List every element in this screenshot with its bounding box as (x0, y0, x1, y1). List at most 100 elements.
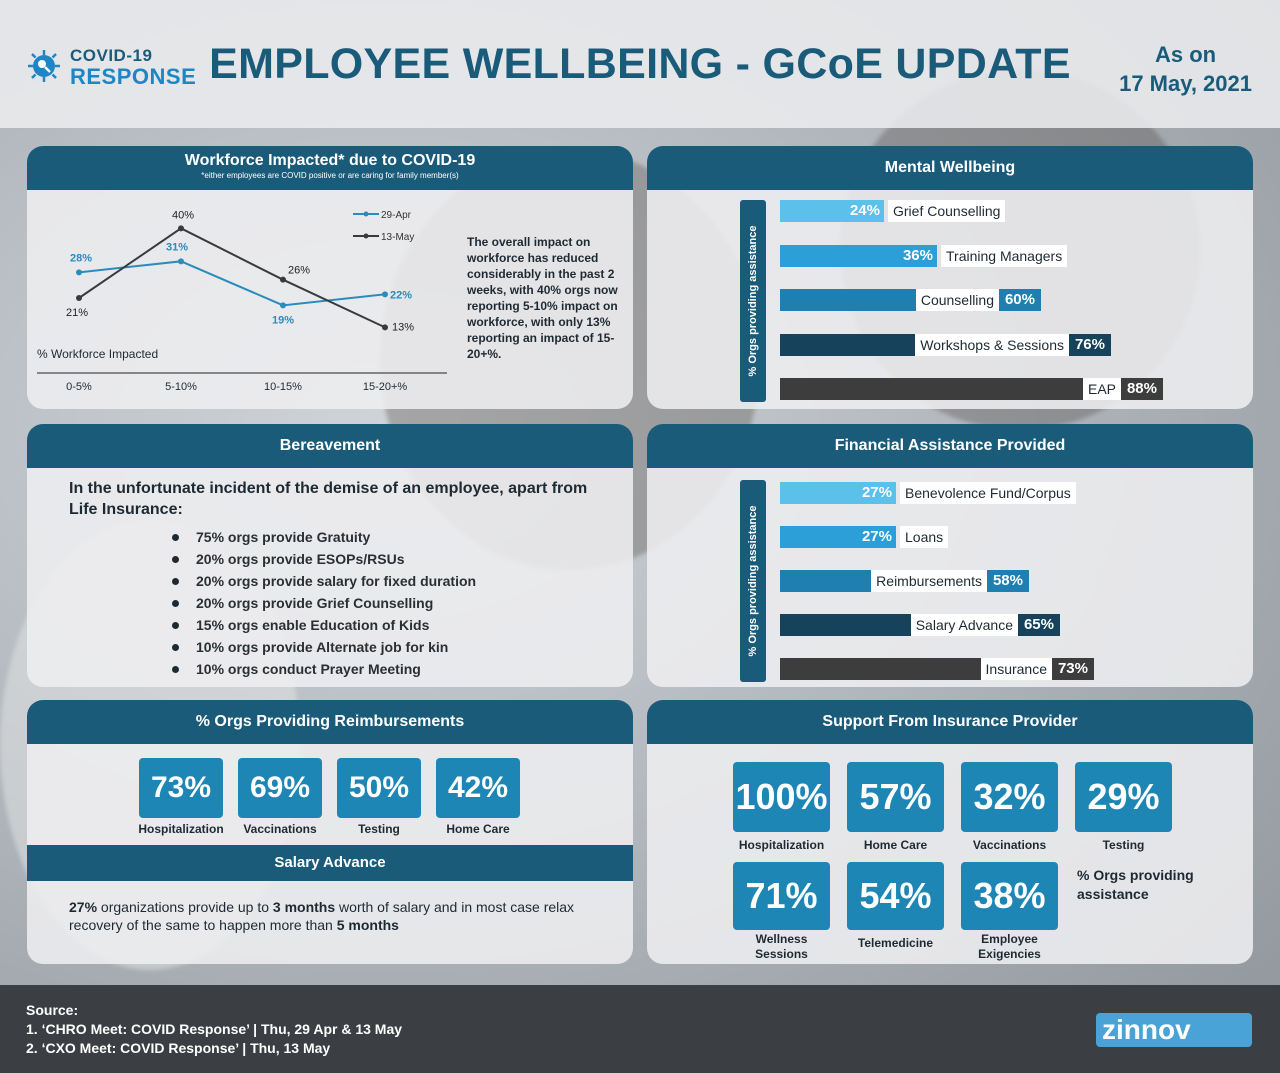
data-label: 26% (288, 265, 310, 277)
tile-caption: Hospitalization (138, 822, 224, 836)
bar: Workshops & Sessions 76% (780, 333, 1111, 356)
reimbursement-tile: 42% (436, 758, 520, 818)
source-title: Source: (26, 1002, 79, 1018)
x-tick-label: 0-5% (66, 381, 92, 393)
x-tick-label: 5-10% (165, 381, 197, 393)
card-header: Workforce Impacted* due to COVID-19 *eit… (27, 146, 633, 190)
mental-wellbeing-card: Mental Wellbeing % Orgs providing assist… (647, 146, 1253, 409)
tile-caption: Vaccinations (243, 822, 317, 836)
tile-caption: Telemedicine (857, 936, 934, 950)
list-item: 20% orgs provide ESOPs/RSUs (172, 548, 476, 570)
bar: EAP 88% (780, 378, 1163, 400)
source-item: 1. ‘CHRO Meet: COVID Response’ | Thu, 29… (26, 1021, 403, 1037)
list-item: 10% orgs provide Alternate job for kin (172, 636, 476, 658)
data-point (382, 291, 388, 298)
bar: 24% Grief Counselling (780, 200, 1006, 222)
insurance-tile: 32% (961, 762, 1058, 832)
bar: 36% Training Managers (780, 244, 1068, 267)
series-line-29-Apr (78, 260, 386, 307)
insurance-tile: 38% (961, 862, 1058, 930)
caption-line: Employee (981, 932, 1038, 946)
axis-label-box: % Orgs providing assistance (740, 200, 766, 402)
insurance-provider-card: Support From Insurance Provider 100% Hos… (647, 700, 1253, 964)
data-point (178, 225, 184, 232)
salary-text-part: organizations provide up to (97, 899, 273, 915)
tile-caption: Testing (1102, 838, 1145, 852)
sources: Source: 1. ‘CHRO Meet: COVID Response’ |… (26, 1001, 402, 1058)
bar-value: 65% (1023, 616, 1054, 633)
caption-line: Wellness (755, 932, 808, 946)
data-label: 31% (166, 241, 188, 253)
axis-label: % Orgs providing assistance (747, 505, 759, 657)
bar: Counselling 60% (780, 289, 1041, 311)
reimbursement-tile: 69% (238, 758, 322, 818)
data-label: 19% (272, 314, 294, 326)
card-header: % Orgs Providing Reimbursements (27, 700, 633, 744)
legend-label: 29-Apr (381, 210, 412, 221)
bar: Insurance 73% (780, 658, 1094, 680)
bar-value: 73% (1057, 660, 1088, 677)
data-point (76, 295, 82, 301)
tile-caption: Hospitalization (738, 838, 825, 852)
zinnov-logo: zinnov (1096, 1013, 1252, 1047)
card-header: Bereavement (27, 424, 633, 468)
data-point (280, 302, 286, 309)
workforce-line-chart: 0-5% 5-10% 10-15% 15-20+% % Workforce Impact… (37, 209, 447, 393)
x-tick-label: 15-20+% (363, 381, 408, 393)
data-label: 21% (66, 307, 88, 319)
list-item: 10% orgs conduct Prayer Meeting (172, 658, 476, 680)
insurance-tile: 54% (847, 862, 944, 930)
page-title: EMPLOYEE WELLBEING - GCoE UPDATE (209, 40, 1071, 88)
card-header: Financial Assistance Provided (647, 424, 1253, 468)
bar-label: Loans (900, 526, 949, 548)
data-label: 28% (70, 252, 92, 264)
bar-value: 27% (861, 484, 892, 501)
reimbursement-tile: 73% (139, 758, 223, 818)
bereavement-intro: In the unfortunate incident of the demis… (69, 480, 588, 518)
workforce-impacted-card: Workforce Impacted* due to COVID-19 *eit… (27, 146, 633, 409)
salary-text-part: worth of salary and in most case relax r… (69, 899, 575, 933)
salary-months: 3 months (272, 899, 336, 915)
bar-value: 60% (1004, 291, 1035, 308)
data-label: 13% (392, 321, 414, 333)
legend-label: 13-May (381, 232, 414, 243)
financial-assistance-card: Financial Assistance Provided % Orgs pro… (647, 424, 1253, 687)
series-line-13-May (78, 227, 386, 329)
legend-marker (363, 211, 369, 217)
list-item: 20% orgs provide Grief Counselling (172, 592, 476, 614)
data-label: 40% (172, 209, 194, 221)
bar-label: Salary Advance (910, 614, 1018, 636)
covid-response-logo: COVID-19 RESPONSE (26, 44, 197, 89)
logo-line2: RESPONSE (70, 64, 197, 89)
bar-value: 76% (1074, 335, 1105, 353)
bar-label: Counselling (915, 289, 999, 311)
report-date: As on 17 May, 2021 (1119, 40, 1252, 98)
caption-line: Sessions (755, 947, 808, 961)
bar-label: EAP (1082, 378, 1121, 400)
y-axis-label: % Workforce Impacted (37, 347, 158, 361)
source-item: 2. ‘CXO Meet: COVID Response’ | Thu, 13 … (26, 1040, 331, 1056)
data-point (382, 324, 388, 331)
data-point (76, 269, 82, 276)
bar: Reimbursements 58% (780, 570, 1029, 592)
salary-advance-header: Salary Advance (27, 845, 633, 881)
legend-marker (363, 233, 369, 239)
data-label: 22% (390, 289, 412, 301)
salary-recovery-months: 5 months (336, 917, 399, 933)
page-footer: Source: 1. ‘CHRO Meet: COVID Response’ |… (0, 985, 1280, 1073)
tile-caption: Employee Exigencies (953, 932, 1066, 962)
bar: 27% Benevolence Fund/Corpus (780, 482, 1076, 504)
bar-label: Reimbursements (871, 570, 987, 592)
bar: 27% Loans (780, 526, 949, 548)
bereavement-card: Bereavement In the unfortunate incident … (27, 424, 633, 687)
date-value: 17 May, 2021 (1119, 71, 1252, 96)
tile-caption: Home Care (863, 838, 928, 852)
salary-pct: 27% (69, 899, 98, 915)
bar-label: Benevolence Fund/Corpus (900, 482, 1076, 504)
insurance-tile: 57% (847, 762, 944, 832)
bar-value: 88% (1126, 380, 1157, 397)
insurance-tile: 71% (733, 862, 830, 930)
list-item: 75% orgs provide Gratuity (172, 526, 476, 548)
card-header: Mental Wellbeing (647, 146, 1253, 190)
bar-value: 27% (861, 528, 892, 545)
